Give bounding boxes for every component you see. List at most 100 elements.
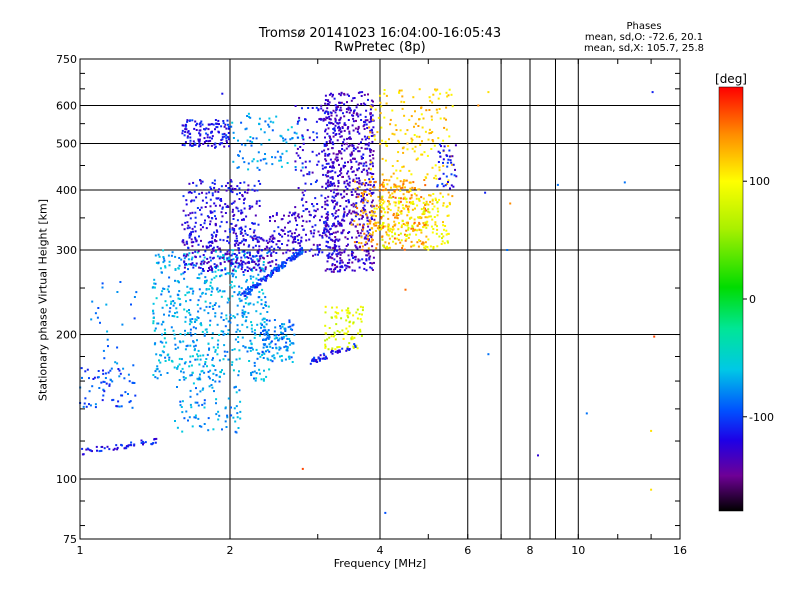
data-point — [369, 131, 372, 134]
data-point — [209, 223, 211, 226]
data-point — [237, 427, 240, 429]
data-point — [216, 197, 219, 200]
data-point — [387, 225, 390, 228]
data-point — [352, 205, 355, 208]
data-point — [334, 350, 337, 353]
data-point — [169, 295, 172, 298]
data-point — [384, 159, 387, 162]
data-point — [239, 241, 242, 244]
data-point — [221, 136, 224, 139]
data-point — [350, 109, 352, 112]
data-point — [247, 162, 250, 165]
data-point — [297, 242, 300, 245]
data-point — [361, 193, 364, 195]
data-point — [304, 182, 307, 185]
chart-title-line1: Tromsø 20141023 16:04:00-16:05:43 — [258, 26, 502, 41]
data-point — [365, 234, 368, 237]
data-point — [334, 158, 337, 161]
data-point — [373, 218, 376, 221]
data-point — [378, 199, 381, 202]
data-point — [119, 372, 122, 375]
data-point — [398, 91, 401, 94]
data-point — [325, 182, 328, 185]
data-point — [297, 249, 300, 252]
data-point — [133, 382, 136, 384]
data-point — [95, 445, 98, 448]
data-point — [200, 206, 203, 209]
data-point — [350, 161, 353, 164]
data-point — [106, 338, 109, 341]
data-point — [447, 241, 449, 244]
data-point — [436, 245, 439, 248]
data-point — [334, 264, 336, 266]
data-point — [315, 132, 318, 135]
data-point — [373, 135, 376, 138]
y-tick-label: 75 — [63, 533, 77, 546]
data-point — [537, 454, 539, 457]
data-point — [140, 439, 143, 442]
data-point — [398, 89, 401, 92]
data-point — [231, 227, 234, 230]
data-point — [394, 184, 397, 187]
data-point — [350, 253, 353, 255]
data-point — [101, 286, 104, 289]
data-point — [338, 150, 340, 153]
data-point — [329, 166, 331, 168]
data-point — [324, 94, 327, 97]
data-point — [244, 229, 246, 232]
data-point — [416, 229, 418, 232]
data-point — [374, 230, 377, 232]
data-point — [363, 128, 366, 130]
data-point — [357, 142, 360, 145]
data-point — [140, 442, 143, 444]
data-point — [188, 323, 191, 326]
data-point — [187, 224, 190, 227]
data-point — [393, 190, 396, 192]
data-point — [325, 144, 328, 147]
data-point — [231, 210, 234, 213]
data-point — [313, 359, 316, 362]
data-point — [235, 206, 238, 209]
data-point — [183, 261, 186, 264]
data-point — [427, 210, 430, 213]
data-point — [200, 370, 203, 373]
data-point — [322, 109, 325, 112]
data-point — [337, 252, 340, 255]
data-point — [223, 350, 226, 353]
data-point — [296, 136, 299, 139]
data-point — [376, 131, 379, 134]
data-point — [295, 249, 298, 252]
data-point — [212, 249, 215, 252]
data-point — [370, 112, 372, 115]
data-point — [352, 120, 355, 123]
data-point — [420, 208, 423, 211]
data-point — [301, 197, 304, 200]
data-point — [237, 166, 240, 169]
data-point — [211, 287, 214, 290]
data-point — [235, 391, 238, 394]
data-point — [198, 425, 201, 428]
data-point — [203, 141, 206, 143]
data-point — [234, 239, 237, 242]
data-point — [244, 294, 247, 297]
data-point — [285, 259, 288, 262]
data-point — [187, 258, 190, 261]
data-point — [222, 254, 225, 257]
data-point — [108, 384, 111, 387]
data-point — [186, 310, 188, 313]
data-point — [354, 225, 357, 228]
data-point — [243, 197, 246, 200]
data-point — [388, 242, 390, 245]
data-point — [255, 310, 258, 313]
data-point — [420, 216, 423, 219]
data-point — [98, 387, 101, 389]
data-point — [365, 254, 368, 257]
data-point — [246, 139, 249, 142]
data-point — [352, 188, 355, 191]
data-point — [186, 227, 189, 230]
data-point — [338, 129, 341, 132]
data-point — [363, 135, 366, 138]
data-point — [116, 346, 119, 349]
data-point — [144, 441, 147, 444]
data-point — [370, 227, 373, 230]
